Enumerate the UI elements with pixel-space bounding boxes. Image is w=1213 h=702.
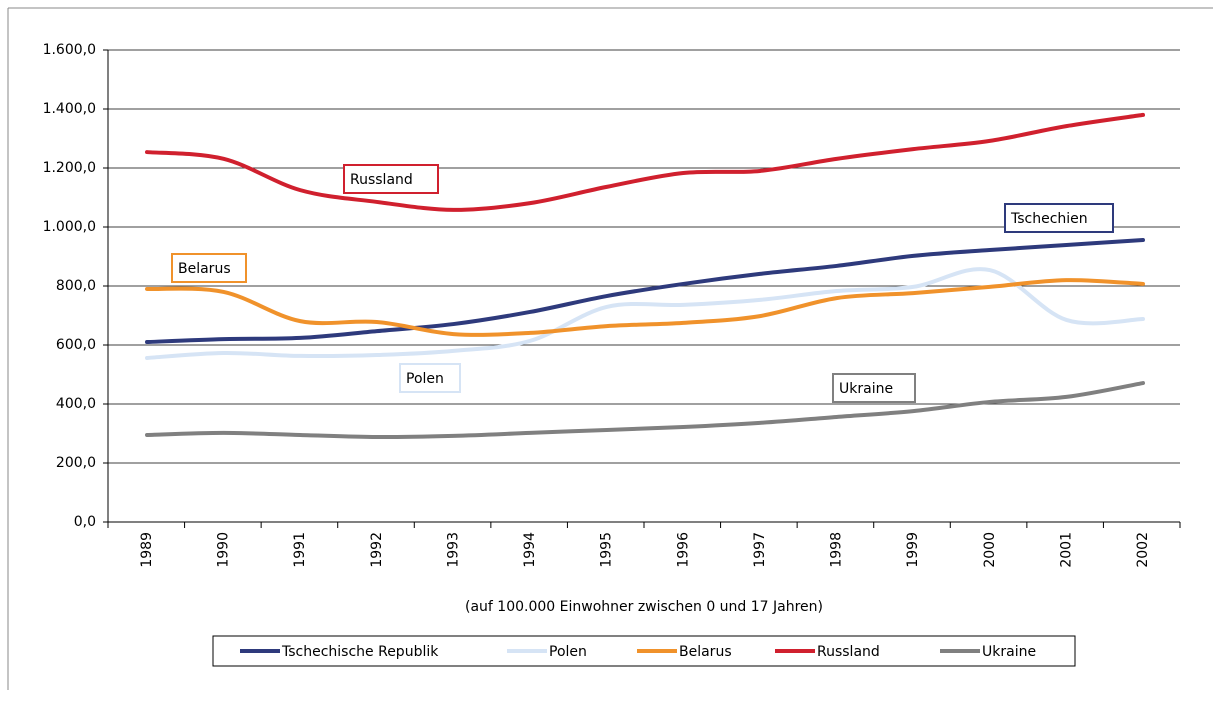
annotation-box bbox=[399, 363, 461, 393]
x-tick-label: 1999 bbox=[905, 532, 921, 568]
x-tick-label: 1990 bbox=[216, 532, 232, 568]
series-line bbox=[145, 381, 1145, 440]
annotation-box bbox=[832, 373, 916, 403]
x-axis-label: (auf 100.000 Einwohner zwischen 0 und 17… bbox=[465, 599, 823, 615]
x-tick-label: 2001 bbox=[1058, 532, 1074, 568]
annotation: Polen bbox=[406, 371, 444, 387]
annotation-box bbox=[171, 253, 247, 283]
x-tick-label: 1998 bbox=[829, 532, 845, 568]
x-tick-label: 1992 bbox=[369, 532, 385, 568]
x-tick-label: 2002 bbox=[1135, 532, 1151, 568]
legend-label: Tschechische Republik bbox=[281, 644, 439, 660]
y-tick-label: 600,0 bbox=[56, 337, 96, 353]
x-tick-label: 2000 bbox=[982, 532, 998, 568]
x-tick-label: 1993 bbox=[445, 532, 461, 568]
x-tick-label: 1996 bbox=[675, 532, 691, 568]
y-tick-label: 200,0 bbox=[56, 455, 96, 471]
legend-label: Ukraine bbox=[982, 644, 1036, 660]
annotation: Russland bbox=[350, 172, 413, 188]
y-tick-label: 1.600,0 bbox=[43, 42, 96, 58]
y-tick-label: 0,0 bbox=[74, 514, 96, 530]
y-tick-label: 1.200,0 bbox=[43, 160, 96, 176]
y-tick-label: 400,0 bbox=[56, 396, 96, 412]
legend-label: Belarus bbox=[679, 644, 732, 660]
y-tick-label: 1.000,0 bbox=[43, 219, 96, 235]
series-line bbox=[145, 237, 1145, 345]
x-tick-label: 1989 bbox=[139, 532, 155, 568]
annotation: Belarus bbox=[178, 261, 231, 277]
y-tick-label: 1.400,0 bbox=[43, 101, 96, 117]
series-line bbox=[145, 267, 1145, 360]
x-tick-label: 1991 bbox=[292, 532, 308, 568]
y-tick-label: 800,0 bbox=[56, 278, 96, 294]
legend-label: Russland bbox=[817, 644, 880, 660]
annotation-box bbox=[343, 164, 439, 194]
x-tick-label: 1995 bbox=[599, 532, 615, 568]
legend-label: Polen bbox=[549, 644, 587, 660]
annotation: Tschechien bbox=[1010, 211, 1088, 227]
x-tick-label: 1994 bbox=[522, 532, 538, 568]
series-line bbox=[145, 278, 1145, 337]
series-line bbox=[145, 112, 1145, 212]
x-tick-label: 1997 bbox=[752, 532, 768, 568]
annotation-box bbox=[1004, 203, 1114, 233]
annotation: Ukraine bbox=[839, 381, 893, 397]
